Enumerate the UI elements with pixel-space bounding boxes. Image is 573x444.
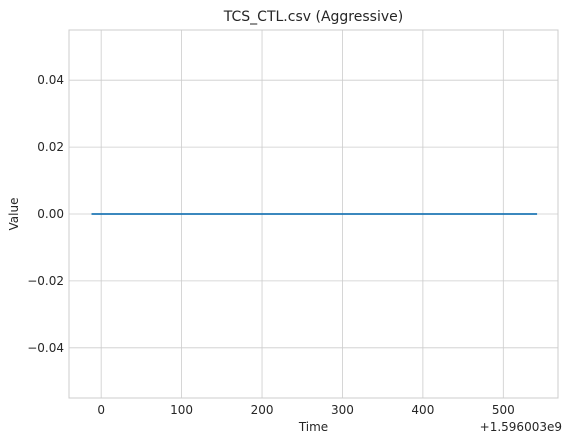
x-tick-label: 400 bbox=[411, 403, 434, 417]
y-tick-label: 0.02 bbox=[37, 140, 64, 154]
y-tick-label: 0.04 bbox=[37, 73, 64, 87]
y-axis-label: Value bbox=[7, 198, 21, 231]
x-tick-label: 200 bbox=[251, 403, 274, 417]
x-tick-label: 300 bbox=[331, 403, 354, 417]
y-tick-label: 0.00 bbox=[37, 207, 64, 221]
x-tick-label: 0 bbox=[97, 403, 105, 417]
x-axis-offset-label: +1.596003e9 bbox=[480, 420, 562, 434]
chart-title: TCS_CTL.csv (Aggressive) bbox=[223, 9, 403, 25]
plot-frame bbox=[68, 29, 559, 399]
x-axis-label: Time bbox=[298, 420, 328, 434]
x-tick-label: 500 bbox=[492, 403, 515, 417]
y-tick-label: −0.02 bbox=[27, 274, 64, 288]
x-tick-label: 100 bbox=[170, 403, 193, 417]
y-axis-ticks: −0.04 −0.02 0.00 0.02 0.04 bbox=[27, 73, 64, 355]
x-axis-ticks: 0 100 200 300 400 500 bbox=[97, 403, 514, 417]
y-tick-label: −0.04 bbox=[27, 341, 64, 355]
